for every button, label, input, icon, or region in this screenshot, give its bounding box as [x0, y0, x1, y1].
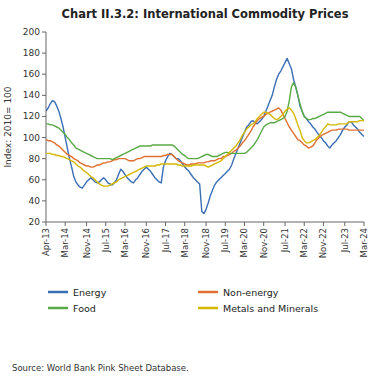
y-tick — [42, 116, 46, 117]
y-tick — [42, 158, 46, 159]
x-tick-label: Nov-22 — [318, 228, 328, 258]
x-tick — [65, 222, 66, 226]
x-tick-label: Nov-16 — [141, 228, 151, 258]
x-tick — [285, 222, 286, 226]
legend-label: Metals and Minerals — [223, 303, 318, 314]
y-tick-label: 60 — [29, 175, 41, 185]
y-tick — [42, 74, 46, 75]
x-tick-label: Nov-18 — [201, 228, 211, 258]
chart: Chart II.3.2: International Commodity Pr… — [0, 0, 376, 379]
x-axis-line — [46, 222, 364, 223]
x-tick — [206, 222, 207, 226]
y-axis-label: Index: 2010= 100 — [3, 86, 13, 167]
x-tick — [46, 222, 47, 226]
x-tick-label: Jul-17 — [161, 228, 171, 253]
y-tick-label: 120 — [23, 111, 40, 121]
y-tick — [42, 95, 46, 96]
x-tick — [323, 222, 324, 226]
y-tick-label: 20 — [29, 217, 41, 227]
x-tick-label: Mar-14 — [60, 228, 70, 257]
legend-label: Non-energy — [223, 287, 279, 298]
x-tick — [124, 222, 125, 226]
y-tick-label: 200 — [23, 27, 40, 37]
x-tick — [105, 222, 106, 226]
x-tick — [165, 222, 166, 226]
y-tick-label: 140 — [23, 90, 40, 100]
y-tick — [42, 179, 46, 180]
series-line — [46, 108, 364, 186]
legend-swatch — [198, 291, 218, 294]
y-tick-label: 160 — [23, 69, 40, 79]
y-tick-label: 100 — [23, 133, 40, 143]
x-tick-label: Mar-24 — [359, 228, 369, 257]
y-tick-label: 180 — [23, 48, 40, 58]
y-tick — [42, 200, 46, 201]
series-line — [46, 83, 364, 160]
y-tick — [42, 32, 46, 33]
x-tick — [344, 222, 345, 226]
y-tick — [42, 137, 46, 138]
x-tick — [86, 222, 87, 226]
legend-swatch — [48, 307, 68, 310]
legend-label: Energy — [73, 287, 107, 298]
y-tick — [42, 53, 46, 54]
x-tick-label: Mar-20 — [239, 228, 249, 257]
series-line — [46, 58, 364, 213]
source: Source: World Bank Pink Sheet Database. — [12, 363, 189, 373]
x-tick — [146, 222, 147, 226]
y-tick — [42, 222, 46, 223]
y-tick-label: 40 — [29, 196, 41, 206]
x-tick — [304, 222, 305, 226]
y-tick-label: 80 — [29, 154, 41, 164]
x-tick-label: Apr-13 — [41, 228, 51, 256]
x-tick — [244, 222, 245, 226]
x-tick-label: Nov-20 — [259, 228, 269, 258]
lines — [46, 58, 364, 213]
x-tick — [263, 222, 264, 226]
legend-swatch — [198, 307, 218, 310]
y-axis-line — [46, 32, 47, 222]
x-tick-label: Jul-19 — [220, 228, 230, 253]
x-tick-label: Mar-16 — [120, 228, 130, 257]
x-tick-label: Nov-14 — [82, 228, 92, 258]
x-tick-label: Jul-15 — [101, 228, 111, 253]
legend-label: Food — [73, 303, 96, 314]
axes: 20 40 60 80 100 120 140 160 180 200 Apr-13 Mar-14 No… — [23, 27, 369, 258]
title: Chart II.3.2: International Commodity Pr… — [62, 7, 349, 21]
x-tick-label: Mar-22 — [299, 228, 309, 257]
legend: Energy Non-energy Food Metals and Minerals — [48, 287, 318, 314]
x-tick-label: Jul-21 — [280, 228, 290, 253]
x-tick — [184, 222, 185, 226]
x-tick — [364, 222, 365, 226]
legend-swatch — [48, 291, 68, 294]
x-tick — [225, 222, 226, 226]
x-tick-label: Jul-23 — [340, 228, 350, 253]
x-tick-label: Mar-18 — [180, 228, 190, 257]
